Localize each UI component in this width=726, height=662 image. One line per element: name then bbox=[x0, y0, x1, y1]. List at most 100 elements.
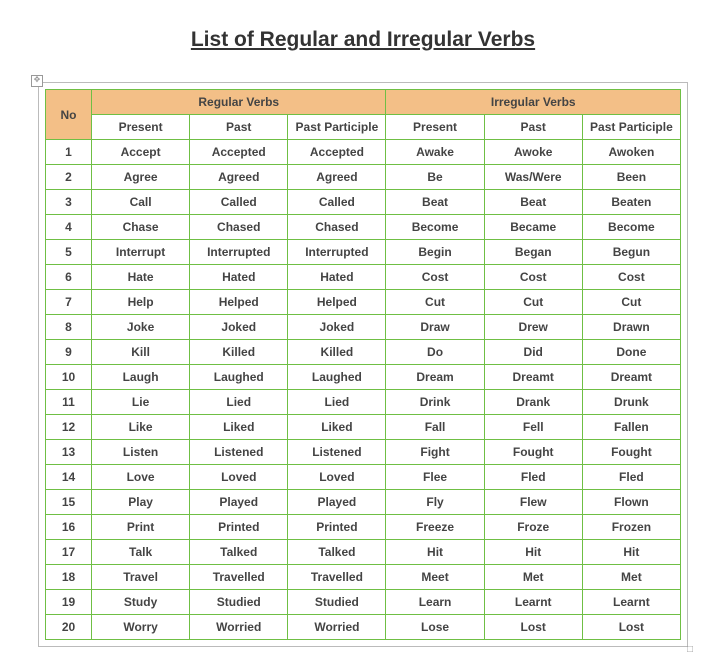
cell-irr-past: Beat bbox=[484, 190, 582, 215]
cell-reg-pp: Joked bbox=[288, 315, 386, 340]
cell-reg-pp: Hated bbox=[288, 265, 386, 290]
table-body: 1AcceptAcceptedAcceptedAwakeAwokeAwoken2… bbox=[46, 140, 681, 640]
cell-no: 12 bbox=[46, 415, 92, 440]
cell-reg-past: Hated bbox=[190, 265, 288, 290]
cell-irr-pp: Become bbox=[582, 215, 680, 240]
cell-irr-past: Cost bbox=[484, 265, 582, 290]
cell-irr-past: Awoke bbox=[484, 140, 582, 165]
col-reg-present: Present bbox=[92, 115, 190, 140]
cell-irr-present: Cut bbox=[386, 290, 484, 315]
cell-irr-present: Begin bbox=[386, 240, 484, 265]
cell-no: 14 bbox=[46, 465, 92, 490]
cell-reg-present: Like bbox=[92, 415, 190, 440]
cell-reg-past: Helped bbox=[190, 290, 288, 315]
cell-no: 17 bbox=[46, 540, 92, 565]
cell-irr-past: Lost bbox=[484, 615, 582, 640]
cell-irr-past: Fell bbox=[484, 415, 582, 440]
cell-reg-present: Listen bbox=[92, 440, 190, 465]
table-container: ✥ No Regular Verbs Irregular Verbs Prese… bbox=[38, 82, 688, 647]
cell-reg-past: Loved bbox=[190, 465, 288, 490]
cell-reg-present: Play bbox=[92, 490, 190, 515]
cell-reg-past: Talked bbox=[190, 540, 288, 565]
cell-irr-past: Was/Were bbox=[484, 165, 582, 190]
cell-irr-past: Dreamt bbox=[484, 365, 582, 390]
cell-irr-pp: Fled bbox=[582, 465, 680, 490]
cell-irr-pp: Drawn bbox=[582, 315, 680, 340]
cell-reg-present: Laugh bbox=[92, 365, 190, 390]
cell-no: 20 bbox=[46, 615, 92, 640]
table-row: 11LieLiedLiedDrinkDrankDrunk bbox=[46, 390, 681, 415]
cell-irr-past: Fought bbox=[484, 440, 582, 465]
cell-irr-pp: Met bbox=[582, 565, 680, 590]
table-row: 6HateHatedHatedCostCostCost bbox=[46, 265, 681, 290]
cell-reg-pp: Chased bbox=[288, 215, 386, 240]
cell-reg-pp: Helped bbox=[288, 290, 386, 315]
cell-irr-present: Do bbox=[386, 340, 484, 365]
cell-irr-pp: Fallen bbox=[582, 415, 680, 440]
cell-reg-pp: Listened bbox=[288, 440, 386, 465]
cell-reg-present: Help bbox=[92, 290, 190, 315]
cell-irr-pp: Flown bbox=[582, 490, 680, 515]
cell-reg-past: Agreed bbox=[190, 165, 288, 190]
col-reg-past: Past bbox=[190, 115, 288, 140]
table-row: 19StudyStudiedStudiedLearnLearntLearnt bbox=[46, 590, 681, 615]
table-row: 8JokeJokedJokedDrawDrewDrawn bbox=[46, 315, 681, 340]
cell-reg-pp: Killed bbox=[288, 340, 386, 365]
cell-reg-present: Love bbox=[92, 465, 190, 490]
cell-no: 16 bbox=[46, 515, 92, 540]
cell-reg-past: Chased bbox=[190, 215, 288, 240]
cell-reg-pp: Accepted bbox=[288, 140, 386, 165]
cell-reg-present: Accept bbox=[92, 140, 190, 165]
table-head: No Regular Verbs Irregular Verbs Present… bbox=[46, 90, 681, 140]
cell-no: 3 bbox=[46, 190, 92, 215]
table-row: 14LoveLovedLovedFleeFledFled bbox=[46, 465, 681, 490]
cell-irr-pp: Dreamt bbox=[582, 365, 680, 390]
col-irr-pp: Past Participle bbox=[582, 115, 680, 140]
table-row: 13ListenListenedListenedFightFoughtFough… bbox=[46, 440, 681, 465]
cell-irr-pp: Drunk bbox=[582, 390, 680, 415]
cell-reg-past: Worried bbox=[190, 615, 288, 640]
cell-reg-present: Worry bbox=[92, 615, 190, 640]
cell-reg-past: Printed bbox=[190, 515, 288, 540]
cell-irr-present: Meet bbox=[386, 565, 484, 590]
cell-irr-present: Fall bbox=[386, 415, 484, 440]
cell-irr-present: Lose bbox=[386, 615, 484, 640]
cell-reg-past: Listened bbox=[190, 440, 288, 465]
cell-irr-past: Met bbox=[484, 565, 582, 590]
cell-reg-pp: Loved bbox=[288, 465, 386, 490]
col-group-irregular: Irregular Verbs bbox=[386, 90, 681, 115]
cell-reg-present: Print bbox=[92, 515, 190, 540]
cell-irr-pp: Awoken bbox=[582, 140, 680, 165]
table-row: 3CallCalledCalledBeatBeatBeaten bbox=[46, 190, 681, 215]
cell-irr-present: Learn bbox=[386, 590, 484, 615]
cell-reg-pp: Laughed bbox=[288, 365, 386, 390]
cell-no: 13 bbox=[46, 440, 92, 465]
cell-irr-present: Freeze bbox=[386, 515, 484, 540]
cell-irr-present: Draw bbox=[386, 315, 484, 340]
cell-irr-present: Cost bbox=[386, 265, 484, 290]
table-row: 4ChaseChasedChasedBecomeBecameBecome bbox=[46, 215, 681, 240]
cell-no: 6 bbox=[46, 265, 92, 290]
table-row: 20WorryWorriedWorriedLoseLostLost bbox=[46, 615, 681, 640]
cell-reg-pp: Worried bbox=[288, 615, 386, 640]
table-row: 16PrintPrintedPrintedFreezeFrozeFrozen bbox=[46, 515, 681, 540]
cell-reg-past: Liked bbox=[190, 415, 288, 440]
cell-irr-pp: Fought bbox=[582, 440, 680, 465]
table-row: 10LaughLaughedLaughedDreamDreamtDreamt bbox=[46, 365, 681, 390]
cell-irr-pp: Cut bbox=[582, 290, 680, 315]
cell-reg-past: Called bbox=[190, 190, 288, 215]
cell-reg-pp: Travelled bbox=[288, 565, 386, 590]
cell-irr-past: Froze bbox=[484, 515, 582, 540]
cell-reg-present: Interrupt bbox=[92, 240, 190, 265]
cell-irr-present: Become bbox=[386, 215, 484, 240]
cell-irr-pp: Been bbox=[582, 165, 680, 190]
col-irr-present: Present bbox=[386, 115, 484, 140]
cell-reg-present: Call bbox=[92, 190, 190, 215]
cell-reg-past: Travelled bbox=[190, 565, 288, 590]
cell-no: 19 bbox=[46, 590, 92, 615]
cell-irr-pp: Beaten bbox=[582, 190, 680, 215]
cell-reg-present: Travel bbox=[92, 565, 190, 590]
cell-no: 1 bbox=[46, 140, 92, 165]
cell-irr-pp: Learnt bbox=[582, 590, 680, 615]
cell-reg-present: Hate bbox=[92, 265, 190, 290]
